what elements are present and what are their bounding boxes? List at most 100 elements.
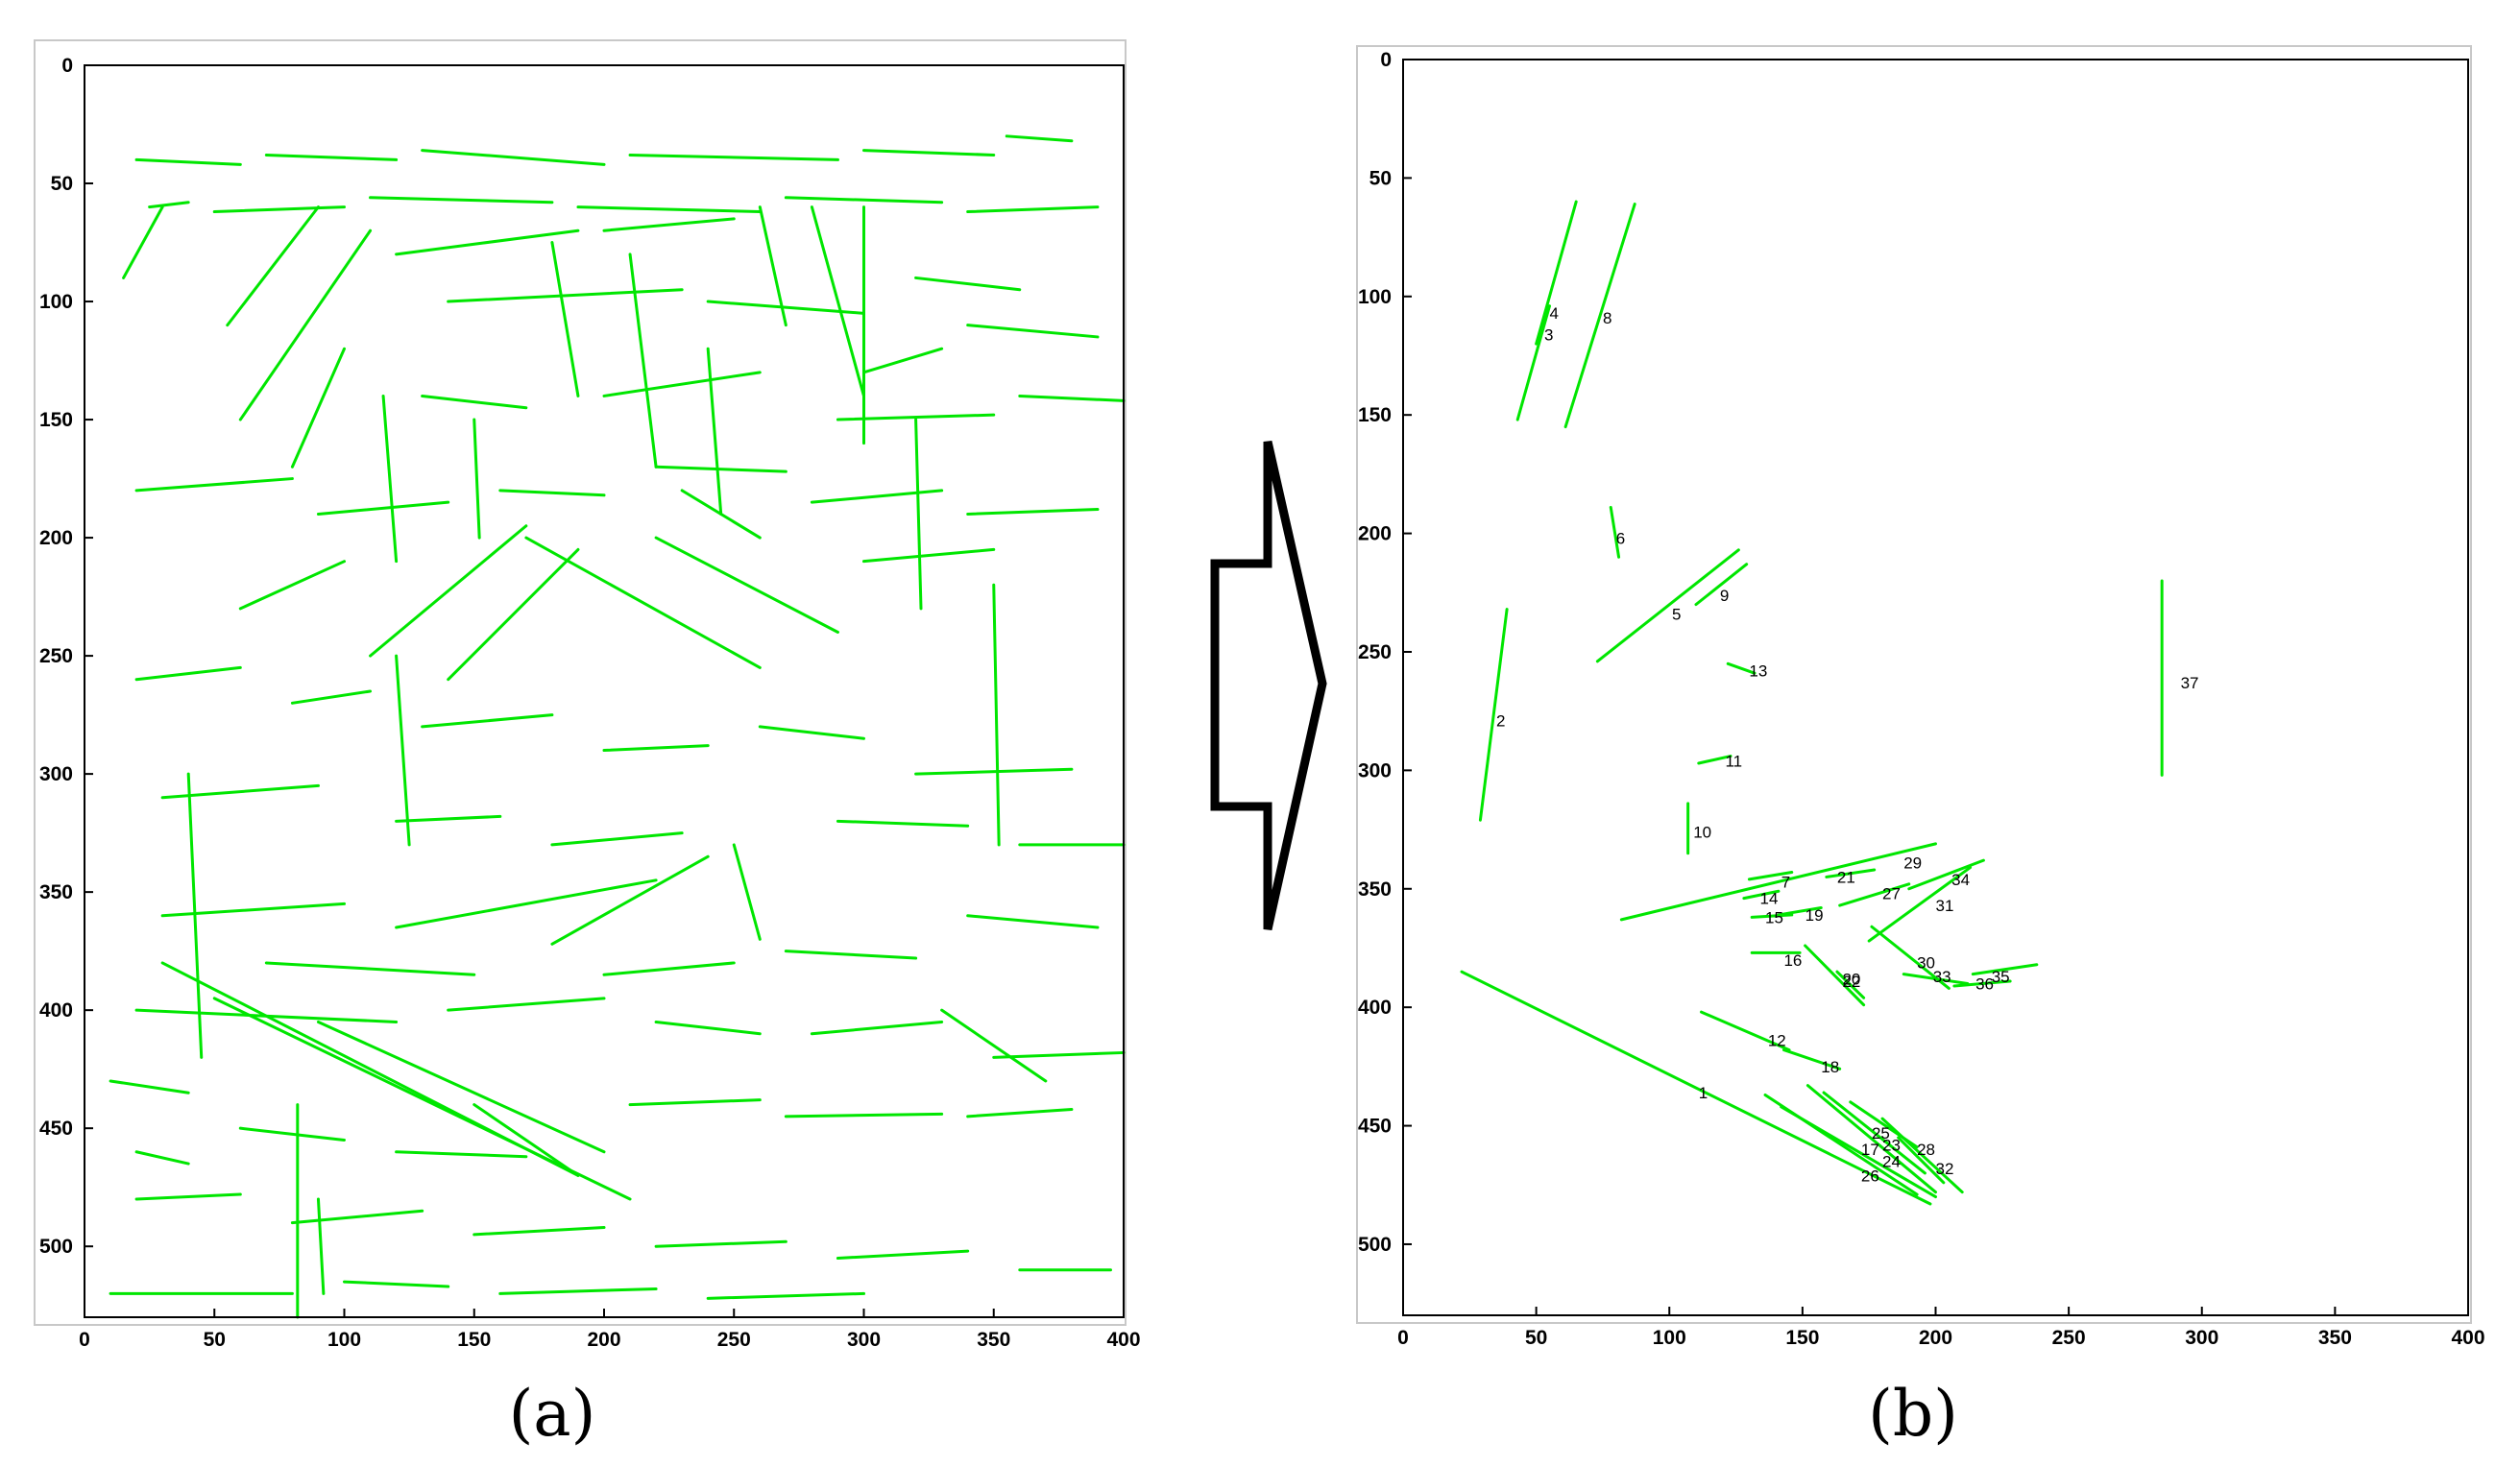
- x-tick-label: 0: [1397, 1327, 1409, 1349]
- edge-segment: [550, 831, 684, 847]
- detected-line-34: [1907, 858, 1985, 891]
- edge-segment: [498, 1287, 658, 1295]
- y-tick-label: 200: [39, 527, 73, 549]
- line-label-19: 19: [1805, 906, 1824, 925]
- y-tick-label: 300: [39, 763, 73, 785]
- edge-segment: [290, 347, 346, 469]
- edge-segment: [109, 1079, 190, 1094]
- edge-segment: [836, 1249, 970, 1260]
- y-tick-label: 0: [1380, 49, 1392, 71]
- line-label-17: 17: [1861, 1141, 1879, 1159]
- edge-segment: [395, 228, 580, 256]
- detected-line-15: [1750, 913, 1794, 919]
- edge-segment: [421, 713, 554, 729]
- x-tick-label: 350: [977, 1329, 1010, 1351]
- edge-segment: [966, 914, 1100, 929]
- line-label-6: 6: [1616, 530, 1625, 548]
- panel-label-a: (a): [509, 1377, 596, 1451]
- edge-segment: [862, 347, 944, 374]
- edge-segment: [343, 1280, 450, 1288]
- detected-line-29: [1619, 842, 1937, 922]
- edge-segment: [706, 300, 865, 315]
- line-label-31: 31: [1936, 897, 1954, 915]
- y-tick-label: 150: [1358, 404, 1392, 426]
- detected-line-28: [1880, 1117, 1964, 1194]
- y-tick-label: 500: [1358, 1234, 1392, 1256]
- detected-line-33: [1902, 973, 1970, 985]
- y-tick-label: 250: [1358, 641, 1392, 663]
- line-label-3: 3: [1544, 325, 1553, 344]
- edge-segment: [238, 1126, 346, 1142]
- line-label-1: 1: [1699, 1084, 1708, 1102]
- edge-segment: [238, 560, 346, 611]
- edge-segment: [758, 725, 865, 740]
- line-label-10: 10: [1693, 824, 1711, 842]
- edge-segment: [836, 819, 970, 828]
- edge-segment: [447, 288, 684, 303]
- edge-segment: [395, 654, 411, 847]
- edge-segment: [602, 744, 710, 753]
- transition-arrow: [1210, 441, 1327, 930]
- edge-segment: [134, 157, 242, 166]
- edge-segment: [784, 196, 944, 204]
- detected-line-26: [1780, 1105, 1937, 1199]
- edge-segment: [628, 1098, 762, 1107]
- edge-segment: [134, 1150, 190, 1166]
- x-tick-label: 300: [847, 1329, 881, 1351]
- edge-segment: [264, 153, 399, 161]
- x-tick-label: 400: [1106, 1329, 1140, 1351]
- y-tick-label: 500: [39, 1236, 73, 1258]
- detected-line-36: [1952, 979, 2012, 988]
- edge-segment: [148, 201, 190, 209]
- detected-line-20: [1835, 970, 1866, 999]
- edge-segment: [421, 149, 606, 166]
- x-tick-label: 200: [1919, 1327, 1952, 1349]
- edge-segment: [914, 418, 923, 611]
- line-label-23: 23: [1882, 1136, 1901, 1154]
- edge-segment: [369, 196, 554, 204]
- detected-line-27: [1838, 882, 1911, 907]
- edge-segment: [498, 489, 606, 497]
- edge-segment: [186, 772, 204, 1059]
- detected-line-18: [1781, 1048, 1842, 1070]
- y-tick-label: 250: [39, 645, 73, 667]
- edge-segment: [290, 1209, 424, 1225]
- figure-background: [1356, 45, 2472, 1324]
- line-label-8: 8: [1603, 309, 1611, 327]
- edge-segment: [395, 1150, 528, 1159]
- edge-segment: [706, 347, 723, 516]
- x-tick-label: 100: [1653, 1327, 1686, 1349]
- x-tick-label: 250: [717, 1329, 751, 1351]
- line-label-30: 30: [1917, 953, 1935, 972]
- x-tick-label: 50: [204, 1329, 226, 1351]
- line-label-34: 34: [1951, 871, 1970, 889]
- edge-segment: [524, 536, 762, 669]
- edge-segment: [810, 205, 865, 397]
- x-tick-label: 0: [79, 1329, 90, 1351]
- detected-line-23: [1822, 1091, 1926, 1175]
- line-label-9: 9: [1720, 587, 1729, 605]
- detected-line-12: [1700, 1010, 1791, 1052]
- y-tick-label: 100: [39, 291, 73, 313]
- edge-segment: [134, 665, 242, 682]
- y-tick-label: 0: [61, 55, 73, 77]
- x-tick-label: 200: [587, 1329, 620, 1351]
- edge-segment: [316, 1020, 606, 1154]
- detected-line-5: [1595, 548, 1740, 663]
- edge-segment: [316, 1197, 326, 1295]
- detected-line-31: [1867, 866, 1973, 943]
- edge-segment: [290, 689, 373, 705]
- edge-segment: [576, 205, 762, 214]
- line-label-27: 27: [1882, 885, 1901, 903]
- x-tick-label: 300: [2185, 1327, 2218, 1349]
- detected-line-1: [1460, 970, 1932, 1206]
- edge-segment: [472, 1226, 606, 1237]
- edge-segment: [914, 276, 1022, 292]
- edge-segment: [654, 1239, 788, 1248]
- edge-segment: [447, 997, 606, 1012]
- detected-line-8: [1563, 203, 1636, 429]
- detected-line-11: [1697, 755, 1732, 765]
- edge-segment: [602, 961, 736, 976]
- edge-segment: [447, 547, 580, 682]
